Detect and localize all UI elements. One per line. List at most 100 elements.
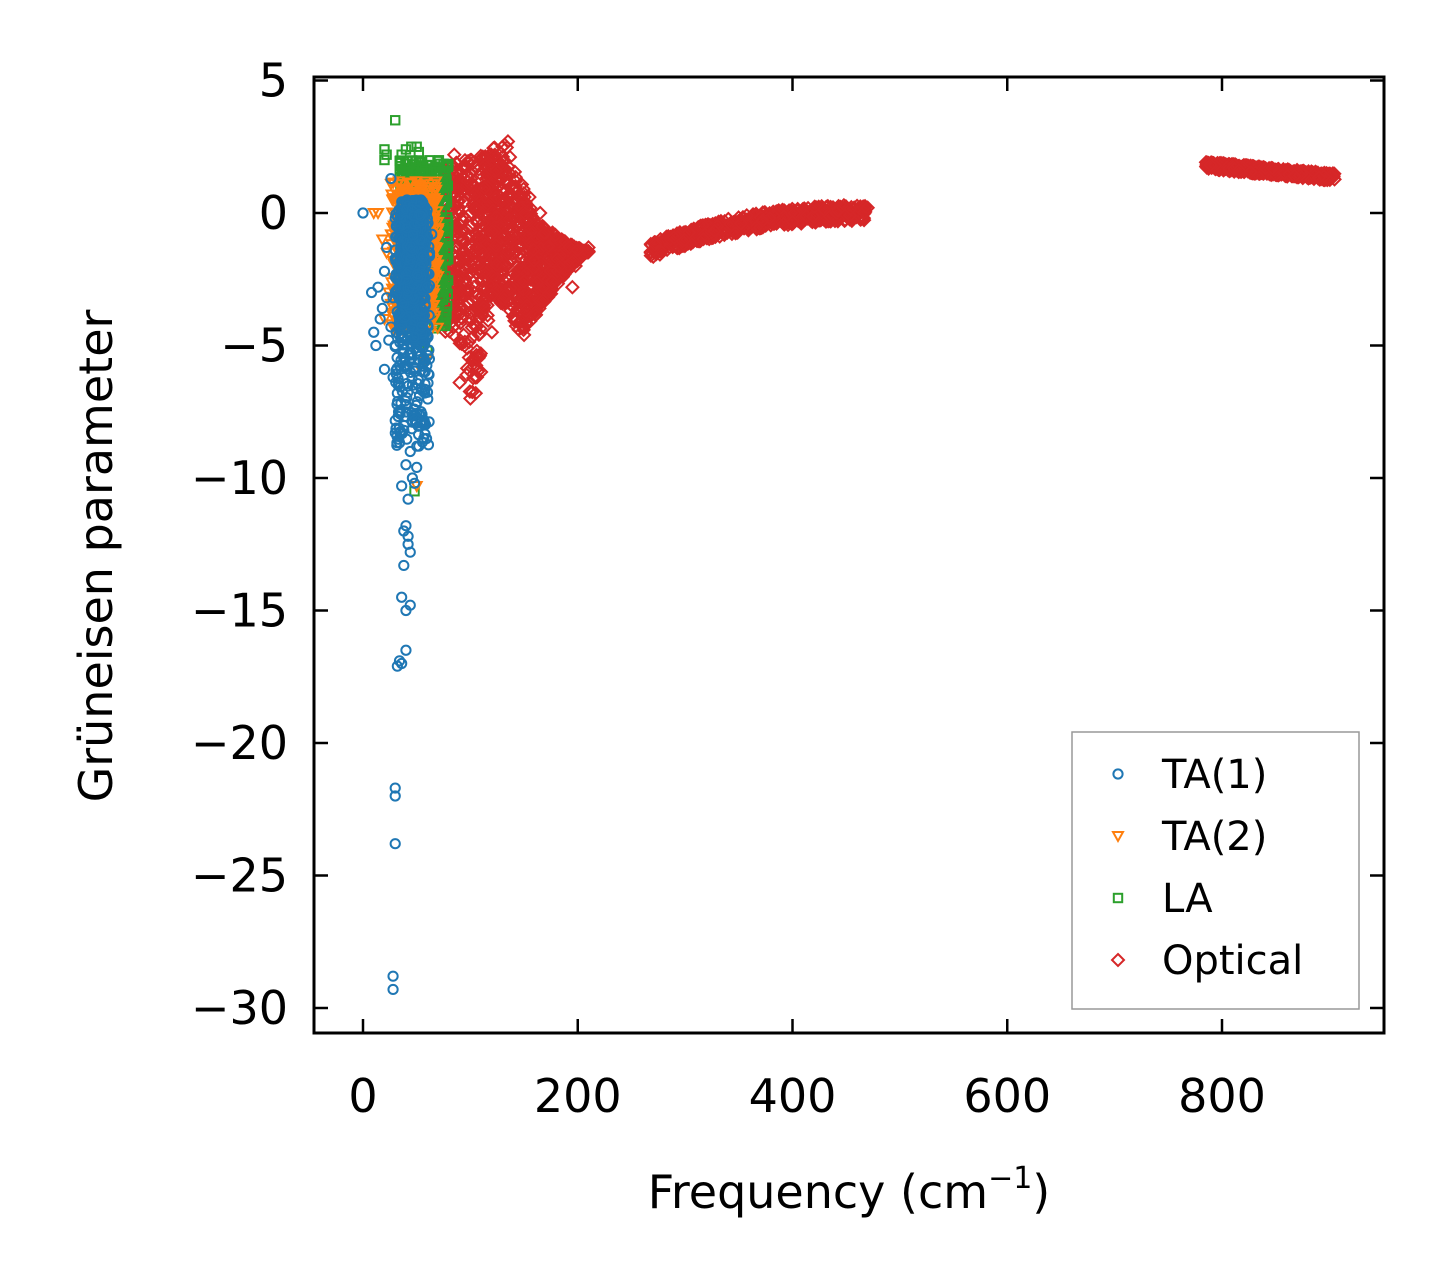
point-optical	[452, 375, 468, 391]
point-optical	[1231, 162, 1247, 178]
point-optical	[506, 266, 522, 282]
point-ta1	[402, 530, 414, 542]
point-optical	[736, 220, 752, 236]
point-ta1	[397, 347, 410, 359]
y-tick-label: 0	[259, 186, 288, 240]
point-optical	[450, 254, 466, 269]
point-optical	[722, 216, 738, 232]
point-optical	[510, 239, 525, 255]
point-la	[396, 149, 407, 160]
point-ta1	[385, 172, 397, 185]
point-ta1	[404, 240, 417, 253]
point-ta1	[423, 416, 435, 428]
point-optical	[462, 363, 477, 378]
point-ta1	[406, 372, 418, 384]
point-optical	[855, 199, 871, 215]
point-ta1	[387, 292, 399, 304]
point-optical	[551, 259, 567, 275]
point-optical	[1297, 167, 1312, 183]
point-ta1	[417, 366, 429, 378]
point-optical	[488, 238, 504, 254]
point-optical	[647, 237, 663, 253]
point-ta2	[371, 208, 385, 221]
point-ta1	[387, 970, 399, 982]
point-ta1	[413, 354, 425, 366]
point-ta1	[400, 520, 412, 532]
point-optical	[488, 162, 504, 178]
point-optical	[532, 205, 548, 221]
point-optical	[531, 244, 547, 260]
point-optical	[1243, 164, 1258, 180]
point-la	[441, 234, 453, 245]
point-optical	[1292, 168, 1308, 184]
point-optical	[1277, 165, 1292, 181]
point-optical	[1311, 170, 1327, 186]
point-optical	[466, 187, 482, 203]
y-tick-label: −30	[191, 981, 288, 1035]
point-ta1	[396, 591, 408, 603]
point-ta1	[400, 268, 413, 280]
point-optical	[502, 303, 518, 319]
point-ta2	[409, 480, 424, 494]
point-ta1	[411, 461, 423, 473]
point-ta1	[408, 331, 420, 343]
point-optical	[477, 158, 492, 173]
point-ta1	[393, 655, 406, 667]
point-optical	[534, 219, 550, 234]
point-optical	[666, 229, 682, 245]
point-optical	[518, 303, 534, 319]
point-ta1	[419, 300, 431, 312]
legend-marker-la	[1112, 892, 1124, 904]
point-optical	[505, 227, 521, 243]
point-ta1	[389, 838, 401, 850]
point-ta1	[404, 445, 416, 458]
point-optical	[822, 209, 838, 225]
point-optical	[518, 213, 534, 229]
point-ta1	[398, 332, 410, 344]
point-optical	[522, 189, 537, 205]
point-optical	[500, 243, 516, 259]
point-la	[379, 144, 390, 155]
point-ta1	[357, 207, 369, 219]
point-optical	[515, 282, 531, 298]
plot-frame	[312, 75, 1386, 1035]
point-optical	[475, 296, 491, 312]
point-optical	[550, 251, 566, 267]
point-optical	[468, 385, 484, 401]
point-optical	[508, 178, 523, 194]
y-tick-label: 5	[259, 54, 288, 108]
legend-marker-ta1	[1112, 768, 1124, 780]
point-optical	[1203, 157, 1219, 173]
point-optical	[489, 209, 505, 225]
point-optical	[450, 193, 465, 209]
point-optical	[503, 297, 518, 312]
point-optical	[754, 213, 770, 229]
point-ta1	[396, 480, 408, 492]
point-ta1	[400, 459, 412, 471]
point-ta1	[406, 472, 418, 484]
point-ta1	[391, 387, 403, 399]
point-optical	[492, 168, 508, 184]
point-optical	[477, 180, 493, 196]
point-optical	[528, 307, 544, 323]
point-optical	[497, 288, 513, 304]
point-optical	[457, 152, 473, 168]
point-ta1	[407, 229, 419, 241]
point-la	[441, 253, 452, 264]
point-ta1	[399, 395, 411, 407]
point-optical	[805, 208, 821, 224]
point-optical	[739, 207, 755, 223]
point-optical	[489, 257, 505, 273]
point-optical	[535, 292, 551, 308]
point-la	[379, 154, 390, 166]
point-ta2	[403, 177, 417, 190]
point-optical	[475, 215, 490, 231]
plot-points	[357, 115, 1342, 996]
point-optical	[458, 262, 474, 278]
point-optical	[720, 211, 736, 227]
point-ta1	[419, 428, 431, 440]
legend-label-optical: Optical	[1162, 938, 1303, 984]
point-ta1	[406, 379, 418, 391]
point-optical	[557, 234, 573, 250]
x-tick-label: 0	[348, 1069, 377, 1123]
